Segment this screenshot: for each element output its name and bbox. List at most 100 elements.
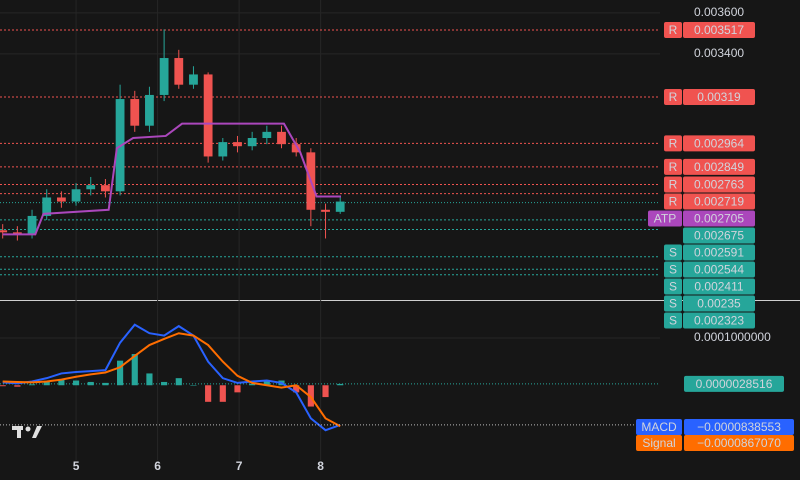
candle-body	[277, 131, 286, 145]
level-tag-box	[648, 210, 682, 227]
x-tick-label: 7	[236, 459, 243, 473]
legend-box	[636, 419, 682, 435]
price-label: 0.002591	[694, 246, 744, 260]
price-label: 0.003517	[694, 23, 744, 37]
legend-label: MACD	[641, 420, 677, 434]
level-tag-box	[664, 176, 682, 193]
price-label: 0.002964	[694, 137, 744, 151]
level-tag-box	[664, 312, 682, 329]
price-label-box	[683, 227, 755, 244]
price-label-box	[683, 312, 755, 329]
price-label-box	[683, 278, 755, 295]
price-label: 0.002675	[694, 229, 744, 243]
histogram-bar	[175, 378, 182, 386]
y-tick-label: 0.003600	[694, 5, 744, 19]
candle-body	[56, 197, 66, 202]
histogram-bar	[322, 385, 329, 398]
price-label: 0.002323	[694, 314, 744, 328]
level-tag: S	[669, 297, 677, 311]
level-tag: R	[669, 23, 678, 37]
level-tag-box	[664, 88, 682, 105]
histogram-bar	[205, 385, 212, 402]
histogram-bar	[58, 379, 65, 386]
value-label: −0.0000838553	[697, 420, 781, 434]
macd-line	[2, 332, 341, 428]
level-tag: R	[669, 178, 678, 192]
histogram-bar	[249, 383, 256, 386]
price-label-box	[683, 88, 755, 105]
x-tick-label: 8	[317, 459, 324, 473]
value-label: −0.0000867070	[697, 436, 781, 450]
value-label-box	[684, 375, 784, 392]
candle-body	[291, 144, 301, 153]
candle-body	[262, 131, 272, 139]
histogram-bar	[0, 385, 6, 387]
y-tick-label: 0.0001000000	[694, 330, 771, 344]
candle-body	[145, 94, 154, 126]
price-label-box	[683, 210, 755, 227]
x-tick-label: 6	[154, 459, 161, 473]
price-label: 0.002849	[694, 160, 744, 174]
candle-body	[321, 209, 330, 212]
histogram-bar	[219, 385, 226, 402]
candle-body	[130, 99, 140, 126]
price-label-box	[683, 158, 755, 175]
y-tick-label: 0.003400	[694, 46, 744, 60]
level-tag: S	[669, 280, 677, 294]
level-tag: S	[669, 314, 677, 328]
candle-body	[27, 215, 37, 235]
candle-body	[159, 58, 169, 95]
atp-line	[2, 122, 342, 236]
price-label-box	[683, 21, 755, 38]
candle-body	[203, 74, 213, 157]
price-label-box	[683, 295, 755, 312]
candle-body	[247, 138, 257, 147]
histogram-bar	[131, 354, 138, 386]
level-tag: R	[669, 90, 678, 104]
level-tag: S	[669, 263, 677, 277]
legend-label: Signal	[642, 436, 675, 450]
price-label-box	[683, 244, 755, 261]
price-label: 0.002544	[694, 263, 744, 277]
level-tag-box	[664, 158, 682, 175]
level-tag-box	[664, 21, 682, 38]
value-label: 0.0000028516	[696, 377, 773, 391]
price-label: 0.002411	[694, 280, 743, 294]
price-label-box	[683, 261, 755, 278]
candle-body	[101, 185, 110, 192]
histogram-bar	[263, 380, 270, 386]
histogram-bar	[293, 385, 300, 393]
candle-body	[189, 74, 198, 85]
histogram-bar	[28, 384, 36, 386]
candle-body	[0, 230, 8, 233]
level-tag: S	[669, 246, 677, 260]
level-tag-box	[664, 278, 682, 295]
level-tag: R	[669, 160, 678, 174]
legend-box	[636, 435, 682, 451]
histogram-bar	[234, 385, 241, 393]
histogram-bar	[14, 385, 21, 387]
histogram-bar	[146, 373, 153, 386]
value-label-box	[684, 435, 794, 451]
level-tag-box	[664, 135, 682, 152]
candle-body	[42, 197, 52, 216]
candle-body	[218, 142, 228, 157]
candle-body	[12, 232, 22, 235]
level-tag-box	[664, 244, 682, 261]
histogram-bar	[117, 360, 124, 386]
level-tag: R	[669, 195, 678, 209]
price-label-box	[683, 176, 755, 193]
price-label-box	[683, 193, 755, 210]
logo	[12, 426, 42, 438]
price-label: 0.00319	[697, 90, 741, 104]
value-label-box	[684, 419, 794, 435]
candle-body	[174, 58, 184, 85]
candle-body	[86, 185, 96, 190]
price-label: 0.002719	[694, 195, 744, 209]
macd-line	[2, 323, 341, 432]
histogram-bar	[161, 381, 168, 386]
level-tag: R	[669, 137, 678, 151]
price-label: 0.002705	[694, 212, 744, 226]
